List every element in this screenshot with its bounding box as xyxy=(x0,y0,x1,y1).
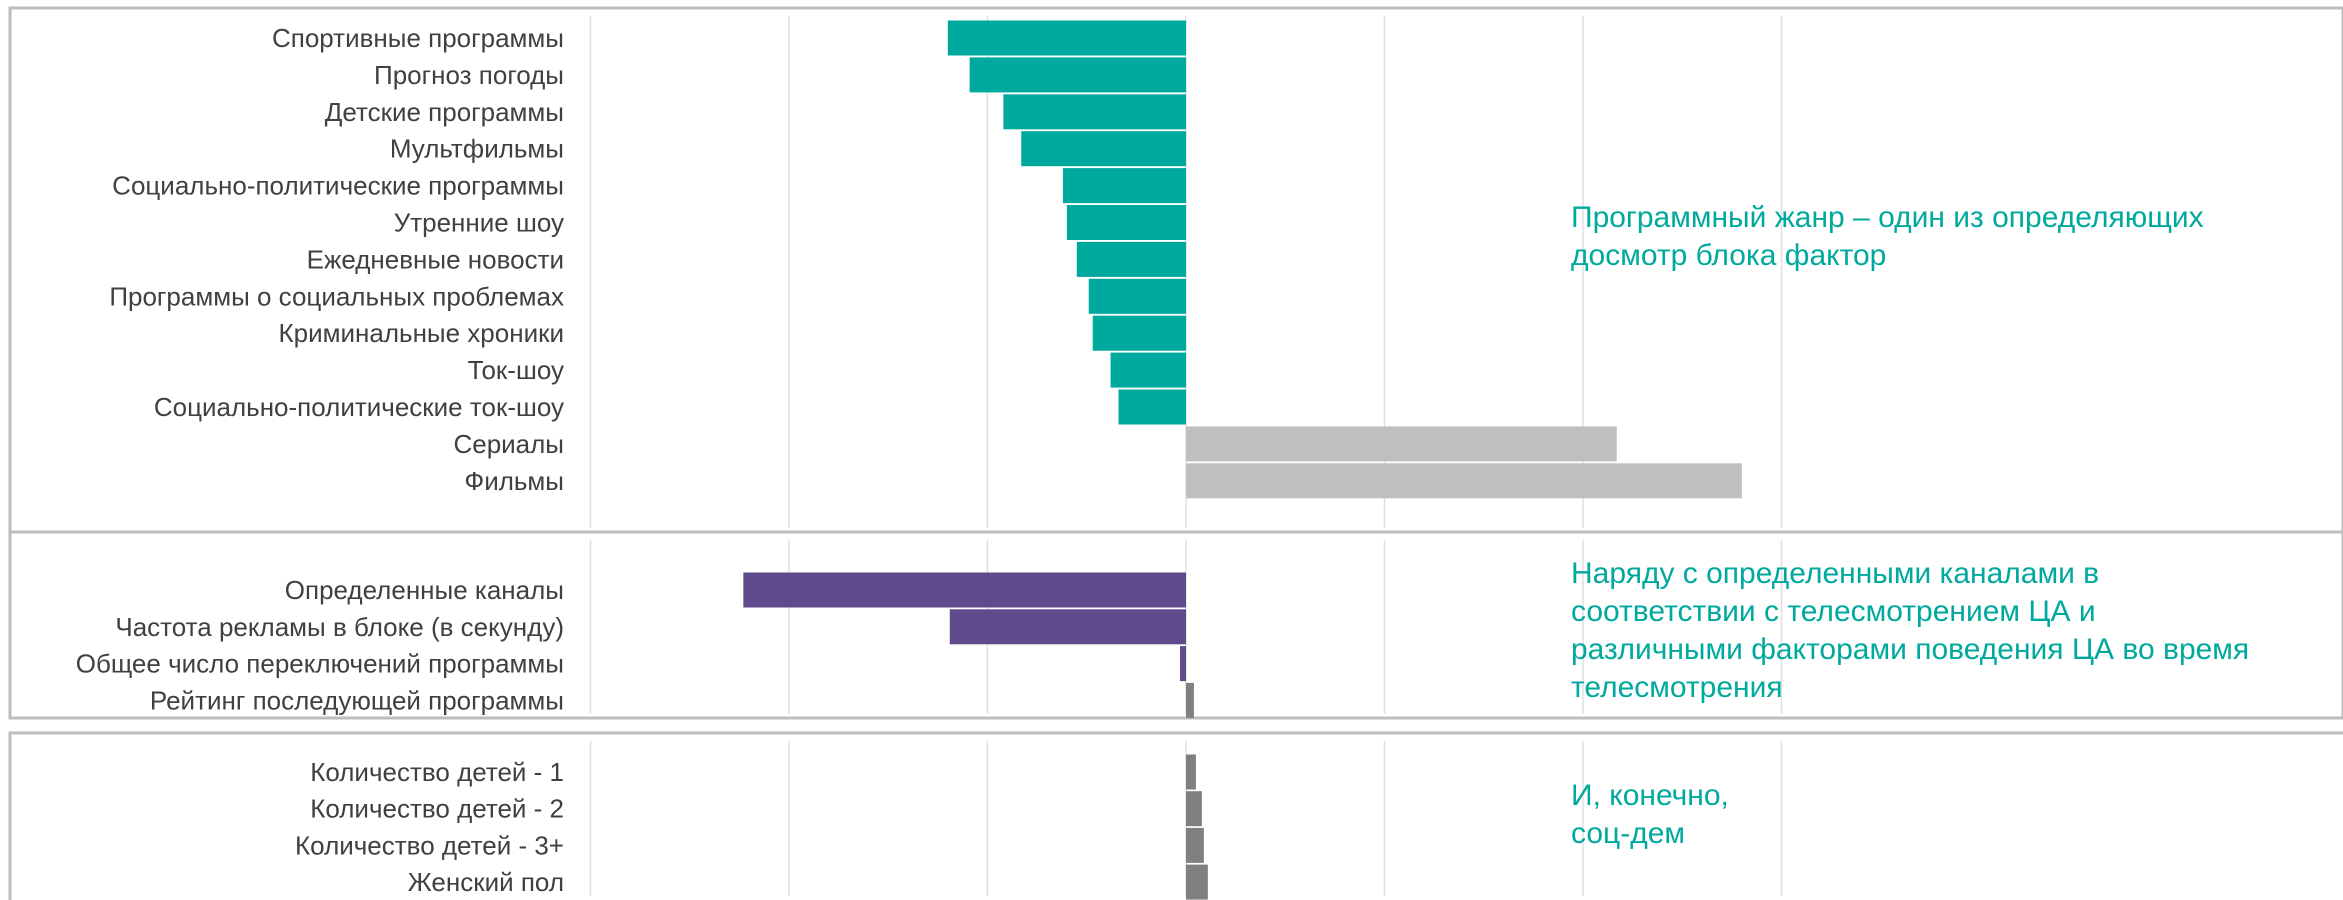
category-label: Рейтинг последующей программы xyxy=(150,685,564,715)
category-label: Частота рекламы в блоке (в секунду) xyxy=(115,612,564,642)
bar xyxy=(1186,754,1196,790)
category-label: Спортивные программы xyxy=(272,23,564,53)
annotation-line: Наряду с определенными каналами в xyxy=(1571,557,2099,590)
bar xyxy=(1186,791,1202,827)
bar xyxy=(1186,682,1194,718)
category-label: Женский пол xyxy=(408,867,564,897)
bar xyxy=(1003,94,1186,130)
section-frames xyxy=(8,6,2343,900)
bar xyxy=(1062,168,1186,204)
category-label: Определенные каналы xyxy=(285,575,564,605)
category-label: Мультфильмы xyxy=(390,134,564,164)
bar xyxy=(1092,315,1186,351)
category-label: Количество детей - 3+ xyxy=(295,830,564,860)
bar xyxy=(1186,426,1617,462)
bar xyxy=(1118,389,1186,425)
bar xyxy=(1066,205,1186,240)
bar xyxy=(1076,241,1186,277)
category-label: Социально-политические программы xyxy=(112,171,564,201)
annotation-line: соц-дем xyxy=(1571,817,1685,850)
annotation-line: соответствии с телесмотрением ЦА и xyxy=(1571,595,2096,628)
bar xyxy=(947,20,1186,56)
category-label: Количество детей - 1 xyxy=(310,757,564,787)
category-label: Детские программы xyxy=(325,97,564,127)
category-label: Ток-шоу xyxy=(468,355,564,385)
annotations: Программный жанр – один из определяющих д… xyxy=(1571,201,2249,850)
category-label: Утренние шоу xyxy=(394,208,564,238)
bar xyxy=(1186,463,1742,499)
category-labels: Спортивные программы Прогноз погоды Детски… xyxy=(76,23,564,897)
category-label: Сериалы xyxy=(453,429,564,459)
annotation-line: различными факторами поведения ЦА во вре… xyxy=(1571,633,2249,666)
category-label: Прогноз погоды xyxy=(374,60,564,90)
bars xyxy=(743,20,1742,900)
category-label: Общее число переключений программы xyxy=(76,649,564,679)
bar xyxy=(1021,131,1186,167)
category-label: Фильмы xyxy=(464,466,564,496)
bar xyxy=(969,57,1186,93)
bar xyxy=(1186,864,1208,900)
bar xyxy=(949,609,1186,645)
category-label: Социально-политические ток-шоу xyxy=(154,392,564,422)
annotation-line: Программный жанр – один из определяющих xyxy=(1571,201,2204,234)
bar xyxy=(743,572,1186,608)
annotation-line: телесмотрения xyxy=(1571,671,1783,704)
category-label: Ежедневные новости xyxy=(307,244,564,274)
section-frame xyxy=(8,731,2343,900)
bar xyxy=(1180,646,1186,682)
bar xyxy=(1088,278,1186,314)
category-label: Количество детей - 2 xyxy=(310,794,564,824)
annotation-line: И, конечно, xyxy=(1571,779,1729,812)
category-label: Криминальные хроники xyxy=(279,318,565,348)
bar xyxy=(1110,352,1186,388)
category-label: Программы о социальных проблемах xyxy=(109,281,564,311)
section-frame xyxy=(8,530,2343,720)
annotation-line: досмотр блока фактор xyxy=(1571,239,1886,272)
bar xyxy=(1186,827,1204,863)
